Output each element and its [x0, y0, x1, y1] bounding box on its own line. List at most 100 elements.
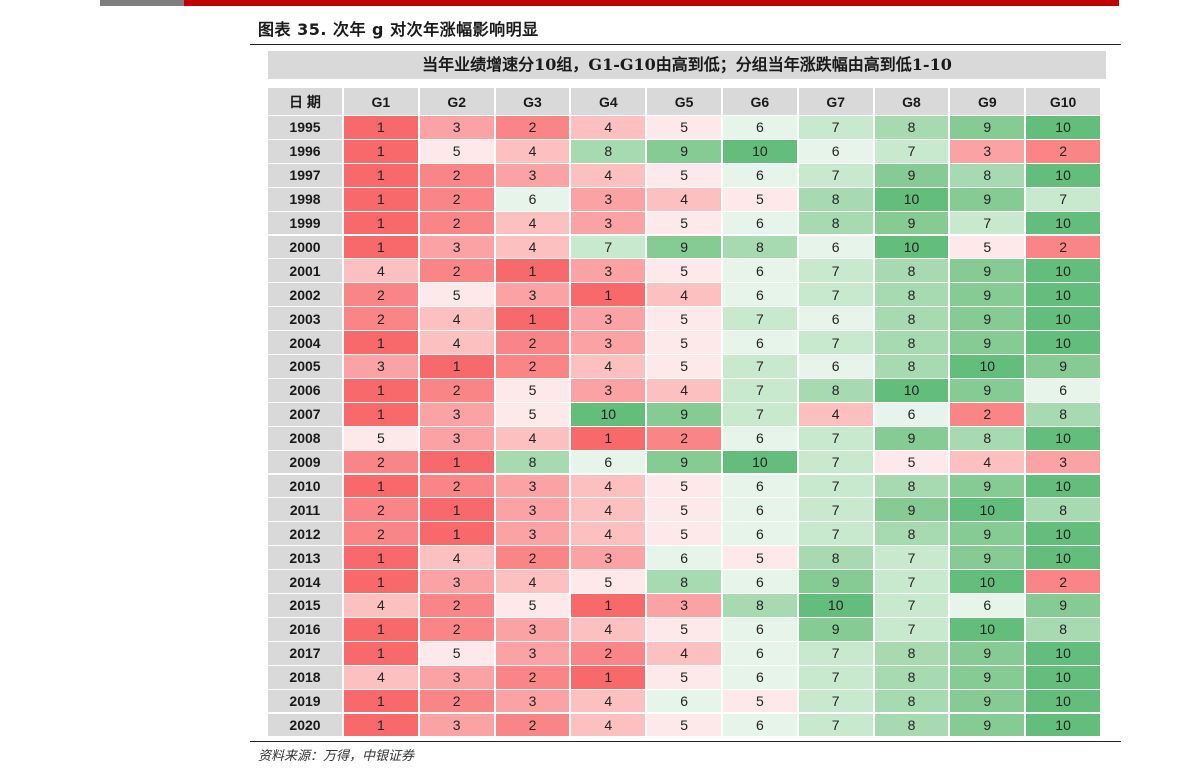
heatmap-cell-2017-g10: 10 [1026, 641, 1102, 666]
heatmap-cell-2016-g1: 1 [344, 617, 420, 642]
row-label-2016: 2016 [268, 617, 344, 642]
heatmap-cell-1998-g9: 9 [950, 187, 1027, 212]
row-label-2014: 2014 [268, 570, 344, 594]
chart-title: 当年业绩增速分10组，G1-G10由高到低；分组当年涨跌幅由高到低1-10 [268, 51, 1106, 79]
heatmap-cell-2005-g7: 6 [798, 355, 875, 379]
heatmap-cell-2000-g2: 3 [419, 235, 496, 260]
heatmap-cell-2015-g7: 10 [798, 594, 875, 618]
heatmap-cell-1998-g10: 7 [1026, 187, 1102, 212]
heatmap-cell-2009-g6: 10 [723, 450, 799, 475]
heatmap-cell-2017-g4: 2 [571, 641, 648, 666]
heatmap-cell-2004-g6: 6 [723, 331, 799, 355]
heatmap-cell-2011-g10: 8 [1026, 498, 1102, 523]
heatmap-cell-2015-g3: 5 [495, 594, 572, 618]
column-header-g7: G7 [798, 88, 875, 116]
heatmap-cell-2012-g8: 8 [874, 522, 951, 547]
header-bar-red [184, 0, 1119, 6]
heatmap-cell-2001-g4: 3 [571, 259, 648, 284]
heatmap-cell-2019-g9: 9 [950, 689, 1027, 714]
heatmap-cell-2002-g8: 8 [874, 283, 951, 308]
heatmap-cell-2010-g9: 9 [950, 474, 1027, 499]
heatmap-cell-2020-g5: 5 [647, 713, 723, 738]
heatmap-cell-1997-g4: 4 [571, 163, 648, 188]
heatmap-cell-2003-g1: 2 [344, 307, 420, 332]
heatmap-cell-1995-g3: 2 [495, 116, 572, 140]
heatmap-cell-2005-g8: 8 [874, 355, 951, 379]
heatmap-cell-1998-g4: 3 [571, 187, 648, 212]
heatmap-cell-2014-g7: 9 [798, 570, 875, 594]
heatmap-cell-2006-g1: 1 [344, 378, 420, 403]
heatmap-cell-2006-g7: 8 [798, 378, 875, 403]
heatmap-cell-2012-g6: 6 [723, 522, 799, 547]
heatmap-cell-2012-g2: 1 [419, 522, 496, 547]
heatmap-cell-2020-g7: 7 [798, 713, 875, 738]
heatmap-cell-2017-g5: 4 [647, 641, 723, 666]
heatmap-cell-2006-g3: 5 [495, 378, 572, 403]
heatmap-cell-2007-g7: 4 [798, 402, 875, 427]
heatmap-cell-2014-g10: 2 [1026, 570, 1102, 594]
heatmap-cell-1996-g1: 1 [344, 139, 420, 164]
heatmap-cell-2000-g10: 2 [1026, 235, 1102, 260]
row-label-2009: 2009 [268, 450, 344, 475]
heatmap-cell-1999-g4: 3 [571, 211, 648, 236]
heatmap-cell-1999-g10: 10 [1026, 211, 1102, 236]
heatmap-cell-2002-g2: 5 [419, 283, 496, 308]
row-label-2013: 2013 [268, 546, 344, 571]
heatmap-cell-2016-g7: 9 [798, 617, 875, 642]
top-rule [250, 44, 1121, 45]
heatmap-cell-2003-g8: 8 [874, 307, 951, 332]
heatmap-cell-1996-g9: 3 [950, 139, 1027, 164]
heatmap-cell-2005-g2: 1 [419, 355, 496, 379]
row-label-2018: 2018 [268, 665, 344, 690]
heatmap-cell-1997-g8: 9 [874, 163, 951, 188]
heatmap-cell-2000-g6: 8 [723, 235, 799, 260]
heatmap-cell-2019-g5: 6 [647, 689, 723, 714]
row-label-2005: 2005 [268, 355, 344, 379]
heatmap-cell-2016-g4: 4 [571, 617, 648, 642]
column-header-g5: G5 [647, 88, 723, 116]
heatmap-cell-2014-g9: 10 [950, 570, 1027, 594]
column-header-g2: G2 [419, 88, 496, 116]
heatmap-cell-2010-g3: 3 [495, 474, 572, 499]
heatmap-cell-2019-g3: 3 [495, 689, 572, 714]
heatmap-cell-2013-g9: 9 [950, 546, 1027, 571]
heatmap-cell-2001-g10: 10 [1026, 259, 1102, 284]
heatmap-cell-1996-g8: 7 [874, 139, 951, 164]
heatmap-cell-2000-g5: 9 [647, 235, 723, 260]
heatmap-cell-1998-g8: 10 [874, 187, 951, 212]
heatmap-cell-1998-g2: 2 [419, 187, 496, 212]
heatmap-cell-2002-g3: 3 [495, 283, 572, 308]
heatmap-cell-2007-g8: 6 [874, 402, 951, 427]
heatmap-cell-2006-g5: 4 [647, 378, 723, 403]
heatmap-cell-2006-g9: 9 [950, 378, 1027, 403]
heatmap-cell-2017-g6: 6 [723, 641, 799, 666]
heatmap-cell-2003-g6: 7 [723, 307, 799, 332]
heatmap-cell-2015-g5: 3 [647, 594, 723, 618]
heatmap-cell-2004-g4: 3 [571, 331, 648, 355]
column-header-g6: G6 [723, 88, 799, 116]
heatmap-cell-2008-g3: 4 [495, 426, 572, 451]
heatmap-cell-1997-g5: 5 [647, 163, 723, 188]
heatmap-cell-2008-g6: 6 [723, 426, 799, 451]
heatmap-cell-2018-g3: 2 [495, 665, 572, 690]
heatmap-cell-2016-g10: 8 [1026, 617, 1102, 642]
heatmap-cell-2019-g7: 7 [798, 689, 875, 714]
heatmap-cell-1996-g7: 6 [798, 139, 875, 164]
heatmap-cell-2010-g7: 7 [798, 474, 875, 499]
row-label-2020: 2020 [268, 713, 344, 738]
row-label-2000: 2000 [268, 235, 344, 260]
heatmap-cell-2003-g4: 3 [571, 307, 648, 332]
heatmap-cell-2017-g9: 9 [950, 641, 1027, 666]
heatmap-cell-2010-g1: 1 [344, 474, 420, 499]
heatmap-cell-2019-g6: 5 [723, 689, 799, 714]
heatmap-cell-2008-g10: 10 [1026, 426, 1102, 451]
heatmap-cell-2002-g6: 6 [723, 283, 799, 308]
figure-title: 图表 35. 次年 g 对次年涨幅影响明显 [258, 20, 539, 39]
heatmap-cell-2006-g10: 6 [1026, 378, 1102, 403]
heatmap-cell-1995-g7: 7 [798, 116, 875, 140]
heatmap-cell-2011-g4: 4 [571, 498, 648, 523]
row-label-2003: 2003 [268, 307, 344, 332]
heatmap-cell-2002-g4: 1 [571, 283, 648, 308]
heatmap-cell-2008-g2: 3 [419, 426, 496, 451]
heatmap-cell-1995-g4: 4 [571, 116, 648, 140]
